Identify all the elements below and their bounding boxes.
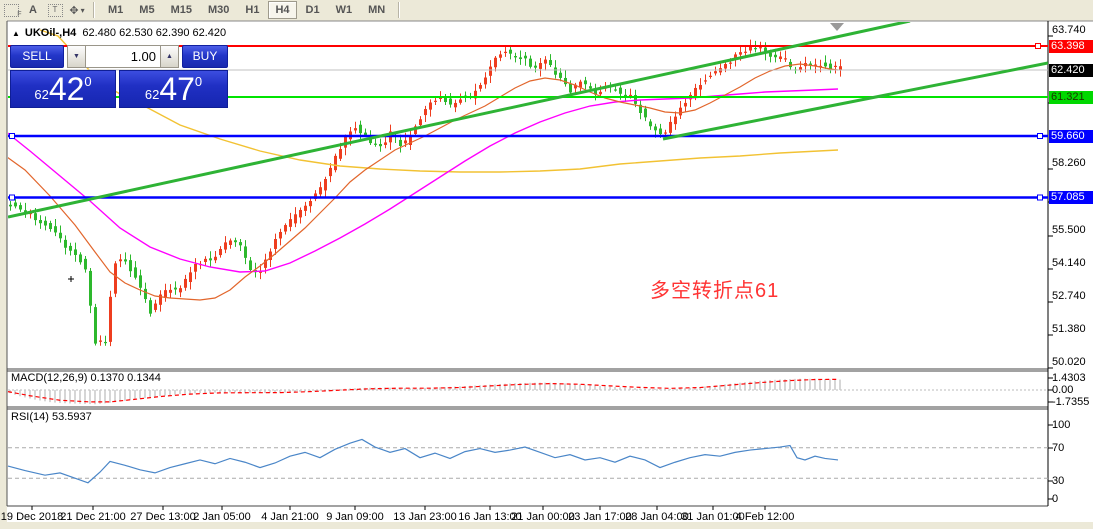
price-axis-tick[interactable]: 54.140 bbox=[1052, 257, 1086, 269]
timeframe-buttons: M1 M5 M15 M30 H1 H4 D1 W1 MN bbox=[100, 1, 393, 19]
timeframe-button-w1[interactable]: W1 bbox=[335, 4, 353, 16]
timeframe-button-m30[interactable]: M30 bbox=[207, 4, 230, 16]
sell-button[interactable]: SELL bbox=[10, 45, 64, 68]
timeframe-button-d1[interactable]: D1 bbox=[305, 4, 320, 16]
rsi-axis-tick[interactable]: 100 bbox=[1052, 419, 1071, 431]
time-axis-label[interactable]: 23 Jan 17:00 bbox=[568, 511, 632, 523]
price-badge-59.660[interactable]: 59.660 bbox=[1049, 129, 1093, 143]
price-axis-tick[interactable]: 51.380 bbox=[1052, 323, 1086, 335]
time-axis-label[interactable]: 9 Jan 09:00 bbox=[326, 511, 384, 523]
time-axis-label[interactable]: 28 Jan 04:00 bbox=[625, 511, 689, 523]
timeframe-button-m5[interactable]: M5 bbox=[139, 4, 155, 16]
symbol-triangle-icon: ▲ bbox=[12, 29, 20, 38]
time-axis-label[interactable]: 21 Dec 21:00 bbox=[60, 511, 126, 523]
timeframe-button-h1[interactable]: H1 bbox=[245, 4, 260, 16]
symbol-name: UKOil-,H4 bbox=[24, 27, 77, 39]
macd-axis-tick[interactable]: -1.7355 bbox=[1052, 396, 1090, 408]
sell-price-main: 42 bbox=[48, 71, 85, 107]
toolbar-separator bbox=[398, 2, 401, 18]
price-axis-tick[interactable]: 55.500 bbox=[1052, 224, 1086, 236]
buy-price-display[interactable]: 62 47 0 bbox=[119, 70, 228, 108]
time-axis-label[interactable]: 2 Jan 05:00 bbox=[193, 511, 251, 523]
price-badge-61.321[interactable]: 61.321 bbox=[1049, 90, 1093, 104]
rsi-axis-tick[interactable]: 0 bbox=[1052, 493, 1059, 505]
time-axis-label[interactable]: 4 Feb 12:00 bbox=[735, 511, 795, 523]
macd-axis-tick[interactable]: 0.00 bbox=[1052, 384, 1074, 396]
chart-title: ▲ UKOil-,H4 62.480 62.530 62.390 62.420 bbox=[12, 27, 226, 39]
chart-window: ▲ UKOil-,H4 62.480 62.530 62.390 62.420 S… bbox=[0, 20, 1093, 529]
toolbar: A T ✥▾ M1 M5 M15 M30 H1 H4 D1 W1 MN bbox=[0, 0, 1093, 21]
buy-price-main: 47 bbox=[159, 71, 195, 107]
volume-increase-button[interactable]: ▲ bbox=[160, 45, 179, 68]
main-chart-area bbox=[8, 22, 1048, 347]
rsi-axis-tick[interactable]: 30 bbox=[1052, 475, 1065, 487]
price-axis-tick[interactable]: 50.020 bbox=[1052, 356, 1086, 368]
timeframe-button-h4[interactable]: H4 bbox=[268, 1, 297, 19]
chart-annotation-text: 多空转折点61 bbox=[650, 280, 780, 302]
time-axis-label[interactable]: 16 Jan 13:00 bbox=[458, 511, 522, 523]
price-badge-57.085[interactable]: 57.085 bbox=[1049, 190, 1093, 204]
rsi-indicator-label: RSI(14) 53.5937 bbox=[11, 411, 92, 423]
sell-price-pip: 0 bbox=[84, 74, 92, 89]
time-axis-label[interactable]: 13 Jan 23:00 bbox=[393, 511, 457, 523]
time-axis-label[interactable]: 21 Jan 00:00 bbox=[511, 511, 575, 523]
text-tool-icon[interactable]: A bbox=[29, 4, 37, 16]
time-axis-label[interactable]: 31 Jan 01:00 bbox=[681, 511, 745, 523]
buy-button[interactable]: BUY bbox=[182, 45, 228, 68]
sell-price-display[interactable]: 62 42 0 bbox=[10, 70, 116, 108]
macd-axis-tick[interactable]: 1.4303 bbox=[1052, 372, 1086, 384]
buy-price-pip: 0 bbox=[194, 74, 203, 89]
sell-price-prefix: 62 bbox=[34, 87, 49, 102]
time-axis-label[interactable]: 19 Dec 2018 bbox=[0, 511, 64, 523]
label-tool-icon[interactable]: T bbox=[45, 2, 65, 18]
toolbar-separator bbox=[93, 2, 95, 18]
price-axis-tick[interactable]: 58.260 bbox=[1052, 157, 1086, 169]
time-axis-label[interactable]: 4 Jan 21:00 bbox=[261, 511, 319, 523]
arrow-tools-icon[interactable]: ✥ ▾ bbox=[69, 4, 85, 17]
volume-input[interactable] bbox=[86, 45, 160, 68]
macd-indicator-label: MACD(12,26,9) 0.1370 0.1344 bbox=[11, 372, 161, 384]
fibonacci-tool-icon[interactable] bbox=[1, 2, 22, 20]
one-click-trade-panel: SELL ▼ ▲ BUY 62 42 0 62 47 0 bbox=[10, 45, 228, 108]
timeframe-button-mn[interactable]: MN bbox=[368, 4, 386, 16]
timeframe-button-m1[interactable]: M1 bbox=[108, 4, 124, 16]
rsi-axis-tick[interactable]: 70 bbox=[1052, 442, 1065, 454]
price-axis-tick[interactable]: 52.740 bbox=[1052, 290, 1086, 302]
volume-decrease-button[interactable]: ▼ bbox=[67, 45, 86, 68]
price-axis-tick[interactable]: 63.740 bbox=[1052, 24, 1086, 36]
price-badge-62.420[interactable]: 62.420 bbox=[1049, 63, 1093, 77]
price-badge-63.398[interactable]: 63.398 bbox=[1049, 39, 1093, 53]
timeframe-button-m15[interactable]: M15 bbox=[170, 4, 192, 16]
ohlc-readout: 62.480 62.530 62.390 62.420 bbox=[82, 27, 227, 39]
chevron-down-icon[interactable]: ▾ bbox=[80, 5, 85, 15]
buy-price-prefix: 62 bbox=[144, 87, 160, 102]
time-axis-label[interactable]: 27 Dec 13:00 bbox=[130, 511, 196, 523]
